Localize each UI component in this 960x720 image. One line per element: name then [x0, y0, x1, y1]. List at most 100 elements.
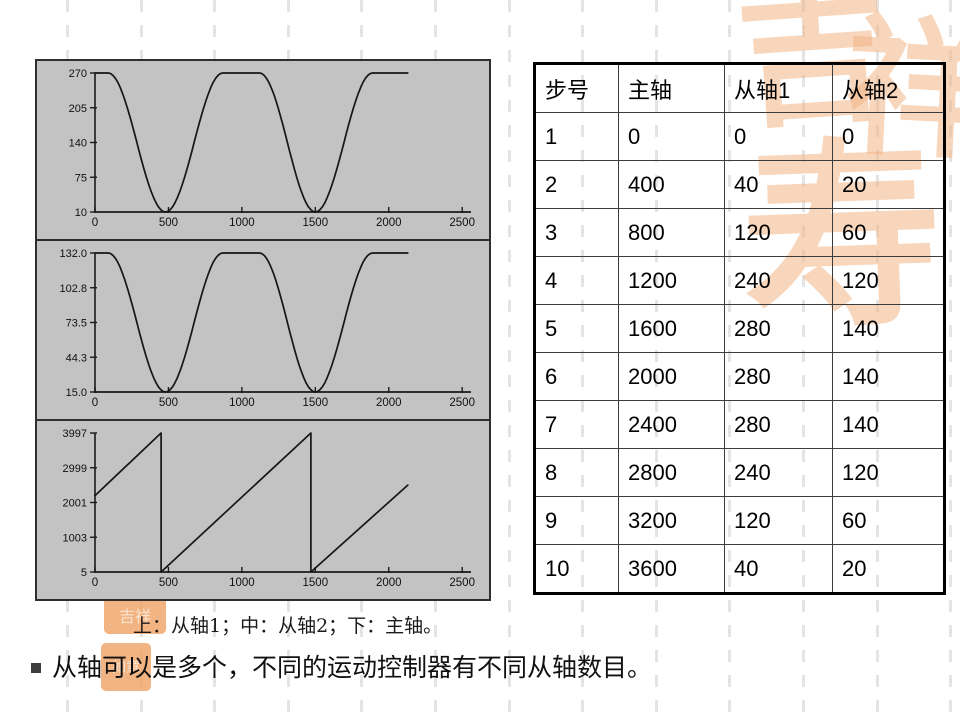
svg-text:2500: 2500 [449, 217, 475, 229]
table-cell: 10 [534, 544, 619, 594]
table-cell: 20 [832, 160, 945, 209]
table-cell: 1200 [618, 256, 725, 305]
table-cell: 1 [534, 112, 619, 161]
svg-text:500: 500 [159, 577, 178, 589]
svg-text:1000: 1000 [229, 217, 255, 229]
chart-caption: 上：从轴1；中：从轴2；下：主轴。 [133, 615, 443, 637]
guide-line [949, 0, 953, 720]
table-cell: 5 [534, 304, 619, 353]
table-cell: 140 [832, 304, 945, 353]
table-cell: 6 [534, 352, 619, 401]
table-cell: 2 [534, 160, 619, 209]
table-cell: 0 [724, 112, 833, 161]
svg-text:73.5: 73.5 [66, 318, 87, 330]
table-cell: 40 [724, 160, 833, 209]
table-cell: 2800 [618, 448, 725, 497]
svg-text:10: 10 [75, 207, 87, 219]
bullet-text: 从轴可以是多个，不同的运动控制器有不同从轴数目。 [52, 653, 653, 682]
table-row: 7 2400 280 140 [534, 400, 945, 449]
svg-text:3997: 3997 [63, 428, 87, 440]
table-cell: 240 [724, 448, 833, 497]
table-cell: 8 [534, 448, 619, 497]
table-cell: 800 [618, 208, 725, 257]
svg-text:2500: 2500 [449, 397, 475, 409]
table-row: 3 800 120 60 [534, 208, 945, 257]
chart-master-axis: 5 1003 2001 2999 3997 0 500 1000 1500 2000 2500 [37, 419, 489, 599]
svg-text:2500: 2500 [449, 577, 475, 589]
table-cell: 3 [534, 208, 619, 257]
table-cell: 60 [832, 496, 945, 545]
svg-text:75: 75 [75, 172, 87, 184]
svg-text:1500: 1500 [303, 577, 329, 589]
column-header: 步号 [534, 63, 619, 113]
table-cell: 2000 [618, 352, 725, 401]
table-cell: 240 [724, 256, 833, 305]
table-cell: 3200 [618, 496, 725, 545]
table-cell: 280 [724, 400, 833, 449]
table-row: 2 400 40 20 [534, 160, 945, 209]
table-row: 10 3600 40 20 [534, 544, 945, 594]
seal-stamp-1: 吉祥 [104, 596, 166, 634]
svg-text:1000: 1000 [229, 577, 255, 589]
table-row: 8 2800 240 120 [534, 448, 945, 497]
svg-text:0: 0 [92, 217, 98, 229]
table-cell: 2400 [618, 400, 725, 449]
svg-text:1000: 1000 [229, 397, 255, 409]
svg-text:1500: 1500 [303, 397, 329, 409]
table-row: 4 1200 240 120 [534, 256, 945, 305]
svg-text:500: 500 [159, 217, 178, 229]
table-cell: 120 [832, 256, 945, 305]
table-header-row: 步号 主轴 从轴1 从轴2 [534, 63, 945, 113]
bullet-marker [31, 663, 41, 673]
svg-text:0: 0 [92, 577, 98, 589]
svg-text:140: 140 [69, 138, 87, 150]
chart-panel: 10 75 140 205 270 0 500 1000 1500 2000 2500 15.0 44… [35, 59, 491, 601]
table-cell: 4 [534, 256, 619, 305]
table-cell: 1600 [618, 304, 725, 353]
svg-text:500: 500 [159, 397, 178, 409]
svg-text:2000: 2000 [376, 577, 402, 589]
seal-stamp-2: 如意 [101, 643, 151, 691]
table-cell: 400 [618, 160, 725, 209]
svg-text:5: 5 [81, 567, 87, 579]
svg-text:2000: 2000 [376, 397, 402, 409]
chart-slave-axis-1: 10 75 140 205 270 0 500 1000 1500 2000 2500 [37, 61, 489, 239]
svg-text:2000: 2000 [376, 217, 402, 229]
chart-slave-axis-2: 15.0 44.3 73.5 102.8 132.0 0 500 1000 1500 2000 25… [37, 239, 489, 419]
table-cell: 20 [832, 544, 945, 594]
table-cell: 7 [534, 400, 619, 449]
svg-text:1003: 1003 [63, 532, 87, 544]
table-cell: 9 [534, 496, 619, 545]
table-cell: 60 [832, 208, 945, 257]
svg-text:0: 0 [92, 397, 98, 409]
table-cell: 120 [724, 496, 833, 545]
guide-line [507, 0, 511, 720]
table-cell: 140 [832, 400, 945, 449]
svg-text:15.0: 15.0 [66, 387, 87, 399]
table-cell: 0 [832, 112, 945, 161]
column-header: 主轴 [618, 63, 725, 113]
table-row: 9 3200 120 60 [534, 496, 945, 545]
table-row: 6 2000 280 140 [534, 352, 945, 401]
table-row: 5 1600 280 140 [534, 304, 945, 353]
table-cell: 40 [724, 544, 833, 594]
svg-text:132.0: 132.0 [59, 248, 87, 260]
table-cell: 0 [618, 112, 725, 161]
svg-text:1500: 1500 [303, 217, 329, 229]
table-cell: 280 [724, 352, 833, 401]
step-table: 步号 主轴 从轴1 从轴2 1 0 0 0 2 400 40 20 3 800 120 60 4 1200 240… [533, 62, 946, 595]
table-cell: 140 [832, 352, 945, 401]
svg-text:44.3: 44.3 [66, 352, 87, 364]
table-cell: 120 [832, 448, 945, 497]
table-cell: 120 [724, 208, 833, 257]
svg-text:102.8: 102.8 [59, 283, 87, 295]
table-cell: 3600 [618, 544, 725, 594]
column-header: 从轴2 [832, 63, 945, 113]
svg-text:2001: 2001 [63, 498, 87, 510]
svg-text:270: 270 [69, 68, 87, 80]
table-cell: 280 [724, 304, 833, 353]
svg-text:205: 205 [69, 103, 87, 115]
svg-text:2999: 2999 [63, 463, 87, 475]
